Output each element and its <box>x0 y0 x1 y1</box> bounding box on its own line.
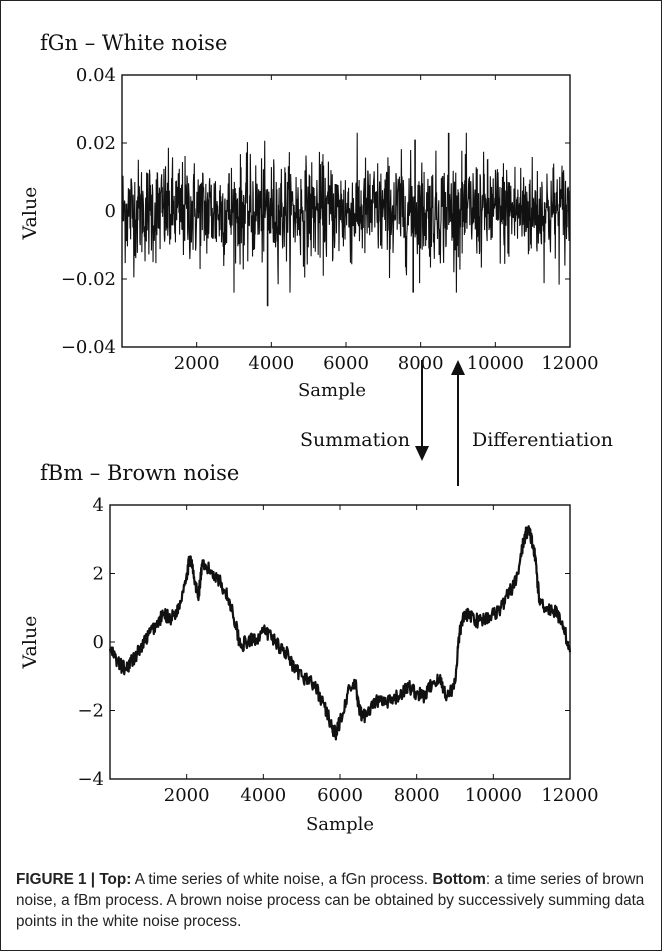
brown-noise-series-line <box>108 525 572 741</box>
bottom-chart-ytick-label: 2 <box>93 564 104 585</box>
caption-top-label: Top: <box>99 871 132 888</box>
summation-label: Summation <box>300 429 410 451</box>
differentiation-label: Differentiation <box>472 429 613 451</box>
caption-top-text: A time series of white noise, a fGn proc… <box>131 871 433 888</box>
bottom-chart-ytick-label: −2 <box>77 701 104 722</box>
top-chart-ytick-label: −0.04 <box>61 337 116 358</box>
bottom-chart-xtick-label: 2000 <box>164 785 210 806</box>
bottom-chart-xtick-label: 4000 <box>240 785 286 806</box>
bottom-chart-ylabel: Value <box>19 616 41 670</box>
bottom-chart-xtick-label: 8000 <box>394 785 440 806</box>
bottom-chart-xtick-label: 12000 <box>541 785 598 806</box>
bottom-chart-title: fBm – Brown noise <box>40 461 239 485</box>
top-chart-ylabel: Value <box>19 187 41 241</box>
top-chart-xtick-label: 8000 <box>398 353 444 374</box>
top-chart-plot: 2000 4000 6000 8000 10000 12000 0.04 0.02 0 −0.02… <box>61 65 599 374</box>
top-chart-ytick-label: −0.02 <box>61 269 116 290</box>
top-chart-ytick-label: 0.02 <box>76 133 116 154</box>
top-chart-xtick-label: 6000 <box>323 353 369 374</box>
summation-arrow <box>415 360 429 461</box>
bottom-chart-ytick-label: 4 <box>93 495 104 516</box>
caption-bottom-label: Bottom <box>432 871 486 888</box>
white-noise-series-line <box>121 132 571 293</box>
figure-caption: FIGURE 1 | Top: A time series of white n… <box>16 869 646 932</box>
top-chart-ytick-label: 0.04 <box>76 65 116 86</box>
bottom-chart-xlabel: Sample <box>306 814 374 835</box>
top-chart-xtick-label: 12000 <box>541 353 598 374</box>
bottom-chart-axes-box <box>109 504 571 780</box>
bottom-chart-plot: 2000 4000 6000 8000 10000 12000 4 2 0 −2 −4 <box>77 495 598 806</box>
figure-svg: fGn – White noise Sample Value 2000 4000 6… <box>19 31 613 835</box>
top-chart-title: fGn – White noise <box>40 31 227 55</box>
bottom-chart-xtick-label: 6000 <box>317 785 363 806</box>
differentiation-arrow <box>451 360 465 486</box>
top-chart-xtick-label: 4000 <box>248 353 294 374</box>
top-chart-xlabel: Sample <box>298 380 366 401</box>
top-chart-xtick-label: 2000 <box>174 353 220 374</box>
top-chart-ytick-label: 0 <box>105 201 116 222</box>
caption-figure-label: FIGURE 1 | <box>16 871 100 888</box>
bottom-chart-xtick-label: 10000 <box>465 785 522 806</box>
caption-bottom-text: : a time series of brown noise, a fBm pr… <box>16 871 645 930</box>
bottom-chart-ytick-label: −4 <box>77 769 104 790</box>
bottom-chart-ytick-label: 0 <box>93 632 104 653</box>
top-chart-xtick-label: 10000 <box>467 353 524 374</box>
